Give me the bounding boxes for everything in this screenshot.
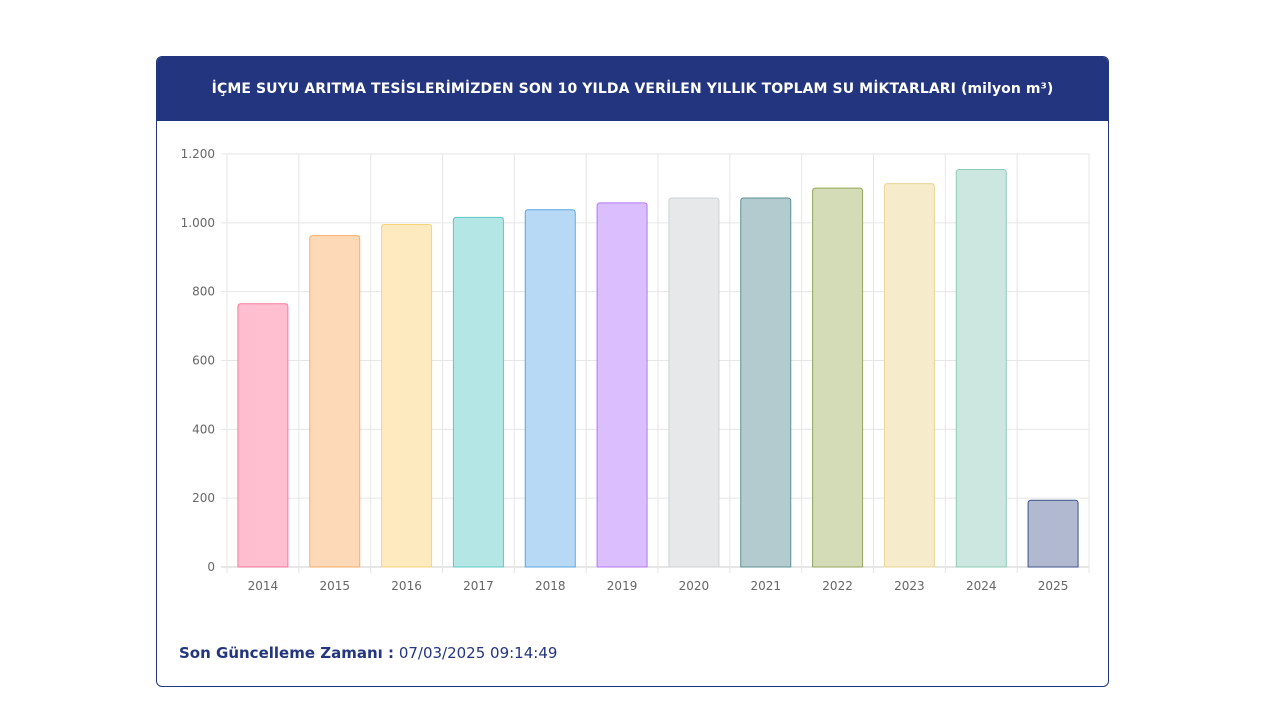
bar-2022: [812, 187, 864, 568]
x-tick-label: 2014: [248, 579, 279, 593]
last-updated-value: 07/03/2025 09:14:49: [398, 644, 558, 662]
y-tick-label: 400: [192, 422, 215, 436]
x-tick-label: 2017: [463, 579, 494, 593]
x-tick-label: 2019: [607, 579, 638, 593]
bar-2020: [668, 197, 720, 568]
x-tick-label: 2025: [1038, 579, 1069, 593]
x-tick-label: 2018: [535, 579, 566, 593]
y-tick-label: 0: [207, 560, 215, 574]
x-tick-label: 2020: [679, 579, 710, 593]
bar-chart: 0 200 400 600 800 1.000 1.200 2014 2015 2016 2017 2…: [181, 147, 1090, 593]
chart-card: İÇME SUYU ARITMA TESİSLERİMİZDEN SON 10 …: [156, 56, 1109, 687]
bar-2014: [237, 303, 289, 568]
last-updated: Son Güncelleme Zamanı : 07/03/2025 09:14…: [179, 644, 557, 662]
y-tick-label: 800: [192, 285, 215, 299]
y-tick-label: 600: [192, 354, 215, 368]
bar-2018: [524, 209, 576, 568]
x-tick-label: 2016: [391, 579, 422, 593]
x-tick-label: 2021: [750, 579, 781, 593]
bar-2017: [452, 216, 504, 568]
last-updated-label: Son Güncelleme Zamanı :: [179, 644, 395, 662]
y-tick-label: 1.000: [181, 216, 215, 230]
bar-2021: [740, 197, 792, 568]
bar-2015: [309, 235, 361, 568]
bar-2023: [883, 183, 935, 568]
bar-2016: [381, 224, 433, 568]
x-tick-label: 2024: [966, 579, 997, 593]
bar-2025: [1027, 499, 1079, 568]
bar-2024: [955, 168, 1007, 568]
x-tick-label: 2022: [822, 579, 853, 593]
y-tick-label: 1.200: [181, 147, 215, 161]
bar-2019: [596, 202, 648, 568]
y-tick-label: 200: [192, 491, 215, 505]
x-tick-label: 2023: [894, 579, 925, 593]
chart-title: İÇME SUYU ARITMA TESİSLERİMİZDEN SON 10 …: [211, 81, 1054, 97]
chart-header: İÇME SUYU ARITMA TESİSLERİMİZDEN SON 10 …: [157, 57, 1108, 121]
x-tick-label: 2015: [319, 579, 350, 593]
